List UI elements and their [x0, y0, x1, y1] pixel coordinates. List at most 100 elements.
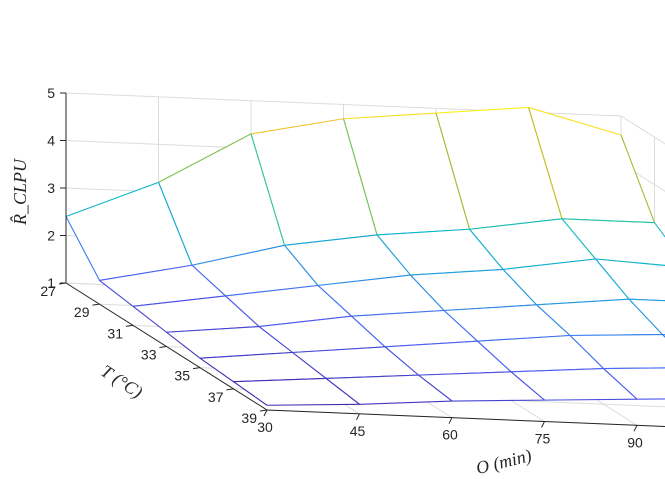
- surface-edge-4-1-1: [384, 346, 419, 376]
- surface-patch-0-5: [528, 107, 655, 223]
- surface-edge-0-4-0: [435, 106, 529, 114]
- surface-edge-1-0-0: [99, 264, 193, 281]
- surface-edge-4-2-0: [384, 340, 478, 348]
- surface-edge-2-0-0: [132, 295, 226, 307]
- surface-patch-0-3: [343, 113, 470, 235]
- surface-patch-0-1: [158, 133, 285, 266]
- surface-patch-1-3: [377, 229, 503, 276]
- surface-edge-1-3-0: [376, 228, 470, 236]
- surface-edge-3-5-0: [628, 298, 665, 302]
- y-tick-mark-4: [192, 367, 201, 370]
- surface-patch-2-0: [133, 295, 259, 333]
- surface-patch-1-5: [562, 218, 665, 266]
- y-tick-label-1: 29: [74, 304, 90, 320]
- surface-edge-4-0-0: [199, 351, 293, 359]
- surface-edge-3-2-1: [443, 310, 478, 342]
- surface-edge-1-0-3: [99, 279, 134, 307]
- grid-line-floor-y-6: [266, 409, 665, 427]
- surface-edge-1-3-1: [469, 228, 504, 270]
- surface-edge-4-4-0: [569, 334, 663, 337]
- surface-patch-4-1: [292, 346, 419, 379]
- surface-patch-5-0: [233, 378, 360, 406]
- x-tick-label-0: 30: [257, 419, 273, 435]
- surface-patch-4-4: [570, 334, 665, 369]
- surface-patch-1-4: [469, 218, 596, 270]
- surface-patch-3-4: [536, 299, 663, 336]
- surface-edge-3-0-3: [166, 331, 201, 359]
- y-tick-label-5: 37: [208, 389, 224, 405]
- surface-edge-1-2-0: [284, 234, 378, 246]
- surface-edge-0-0-1: [157, 182, 193, 266]
- surface-edge-2-0-3: [132, 305, 167, 333]
- surface-patch-3-1: [259, 316, 385, 353]
- surface-edge-0-4-1: [527, 107, 563, 219]
- surface-patch-2-5: [595, 259, 665, 301]
- x-tick-label-2: 60: [442, 427, 458, 443]
- surface-edge-2-4-1: [595, 258, 630, 300]
- surface-edge-1-5-0: [561, 218, 655, 224]
- surface-layer: [65, 106, 665, 406]
- surface-edge-4-0-1: [292, 352, 327, 379]
- surface-patch-1-1: [192, 245, 318, 296]
- surface-edge-0-3-0: [343, 112, 437, 120]
- surface-edge-3-1-0: [258, 315, 352, 328]
- surface-edge-3-1-1: [351, 315, 386, 348]
- surface-edge-5-3-1: [603, 368, 638, 400]
- surface-edge-3-3-1: [536, 304, 571, 336]
- surface-edge-3-4-1: [628, 298, 663, 335]
- surface-edge-4-3-1: [569, 335, 604, 369]
- surface-patch-0-4: [436, 107, 562, 230]
- y-tick-mark-5: [226, 388, 234, 391]
- surface-edge-0-1-1: [250, 133, 286, 246]
- z-tick-label-2: 3: [47, 180, 55, 196]
- surface-edge-1-0-1: [191, 264, 226, 297]
- surface-edge-5-3-2: [544, 398, 638, 401]
- surface-edge-4-1-0: [292, 346, 386, 354]
- surface-edge-3-0-0: [166, 326, 260, 333]
- z-tick-label-1: 2: [47, 228, 55, 244]
- surface-patch-4-2: [385, 341, 511, 376]
- surface-edge-5-0-0: [233, 377, 327, 383]
- surface-edge-5-0-2: [266, 403, 360, 406]
- surface-edge-3-0-1: [258, 326, 293, 353]
- y-tick-label-3: 33: [141, 347, 157, 363]
- surface-edge-5-4-0: [603, 367, 665, 370]
- surface-edge-1-5-1: [654, 222, 665, 238]
- surface-edge-2-0-1: [225, 295, 260, 327]
- surface-edge-0-2-0: [250, 118, 344, 135]
- x-tick-mark-1: [356, 413, 360, 421]
- y-tick-label-2: 31: [107, 325, 123, 341]
- surface-patch-4-0: [200, 352, 326, 382]
- x-axis-label: O (min): [474, 445, 534, 479]
- surface-edge-0-5-0: [528, 106, 622, 136]
- x-tick-mark-3: [541, 421, 545, 428]
- y-tick-mark-6: [259, 409, 268, 412]
- z-tick-label-3: 4: [47, 133, 55, 149]
- y-tick-mark-1: [92, 303, 100, 306]
- surface-edge-2-5-0: [595, 258, 665, 267]
- surface-patch-5-3: [511, 368, 637, 401]
- surface-edge-0-1-0: [158, 133, 252, 183]
- surface-edge-3-3-0: [443, 304, 537, 312]
- surface-patch-0-2: [251, 118, 377, 246]
- x-tick-mark-0: [263, 409, 268, 417]
- surface-patch-3-3: [444, 304, 570, 342]
- surface-edge-5-2-0: [418, 371, 512, 376]
- y-tick-mark-2: [125, 324, 134, 327]
- surface-edge-4-3-0: [477, 334, 571, 342]
- x-axis-line: [266, 409, 665, 427]
- surface-edge-0-2-1: [342, 118, 378, 236]
- surface-edge-5-4-2: [636, 398, 665, 400]
- y-axis-label: T (°C): [97, 361, 147, 403]
- surface-edge-1-4-1: [561, 218, 596, 260]
- surface-edge-3-4-0: [536, 298, 630, 306]
- surface-edge-0-0-3: [65, 216, 100, 281]
- surface-edge-4-2-1: [477, 340, 512, 373]
- x-tick-label-1: 45: [350, 423, 366, 439]
- surface-patch-0-0: [66, 182, 192, 281]
- y-tick-mark-3: [159, 346, 167, 348]
- surface-patch-5-1: [326, 375, 452, 405]
- surface-patch-5-4: [603, 367, 665, 400]
- y-tick-label-0: 27: [40, 283, 56, 299]
